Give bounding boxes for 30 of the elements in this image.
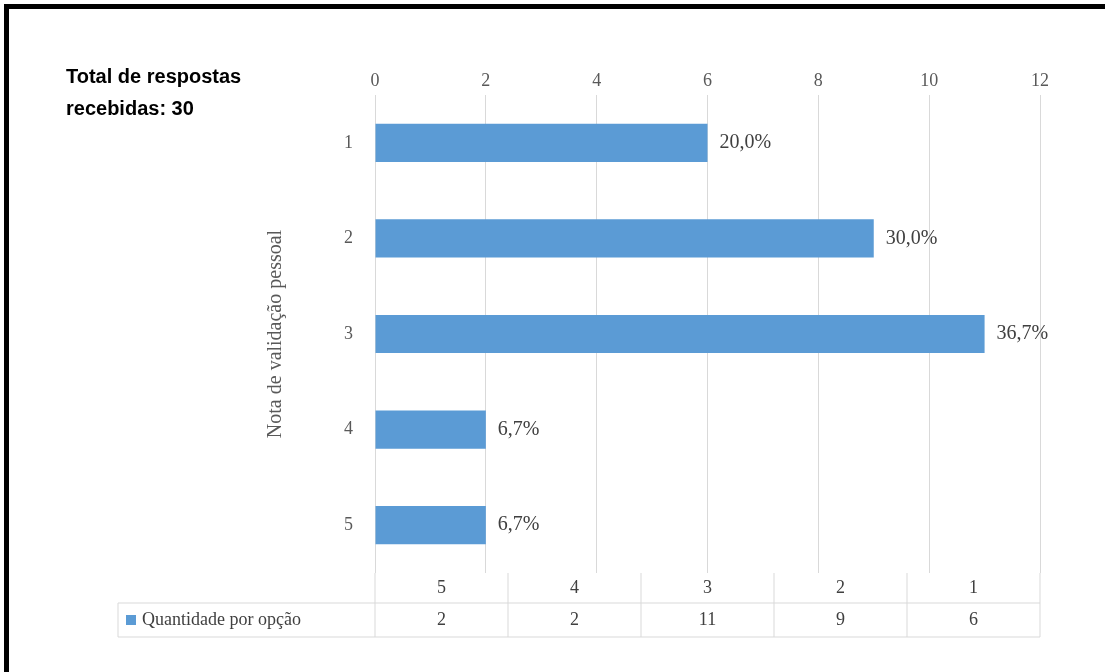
category-label: 5 [437, 576, 446, 597]
y-tick-label: 5 [344, 513, 353, 534]
category-label: 1 [969, 576, 978, 597]
text: 2 [836, 576, 845, 597]
y-tick-label: 3 [344, 322, 353, 343]
category-label: 3 [703, 576, 712, 597]
text: 2 [437, 608, 446, 629]
y-axis-title: Nota de validação pessoal [263, 229, 287, 439]
legend-label: Quantidade por opção [142, 608, 301, 629]
annotation: 20,0% [719, 130, 772, 153]
x-tick-label: 10 [920, 69, 939, 90]
annotation: 36,7% [996, 321, 1049, 344]
y-tick-label: 4 [344, 418, 353, 439]
text: 11 [698, 608, 717, 629]
category-label: 4 [570, 576, 579, 597]
annotation: 30,0% [885, 225, 938, 248]
x-tick-label: 4 [592, 69, 602, 90]
x-tick-label: 12 [1031, 69, 1049, 90]
annotation: 6,7% [497, 416, 540, 439]
x-tick-label: 0 [370, 69, 380, 90]
annotation: 6,7% [497, 512, 540, 535]
text: 6 [969, 608, 978, 629]
text: 9 [836, 608, 845, 629]
y-tick-label: 2 [344, 227, 353, 248]
text: 2 [570, 608, 579, 629]
y-tick-label: 1 [344, 131, 353, 152]
x-tick-label: 8 [813, 69, 823, 90]
text: Total de respostas recebidas: 30 [66, 64, 243, 121]
x-tick-label: 2 [481, 69, 491, 90]
x-tick-label: 6 [703, 69, 712, 90]
